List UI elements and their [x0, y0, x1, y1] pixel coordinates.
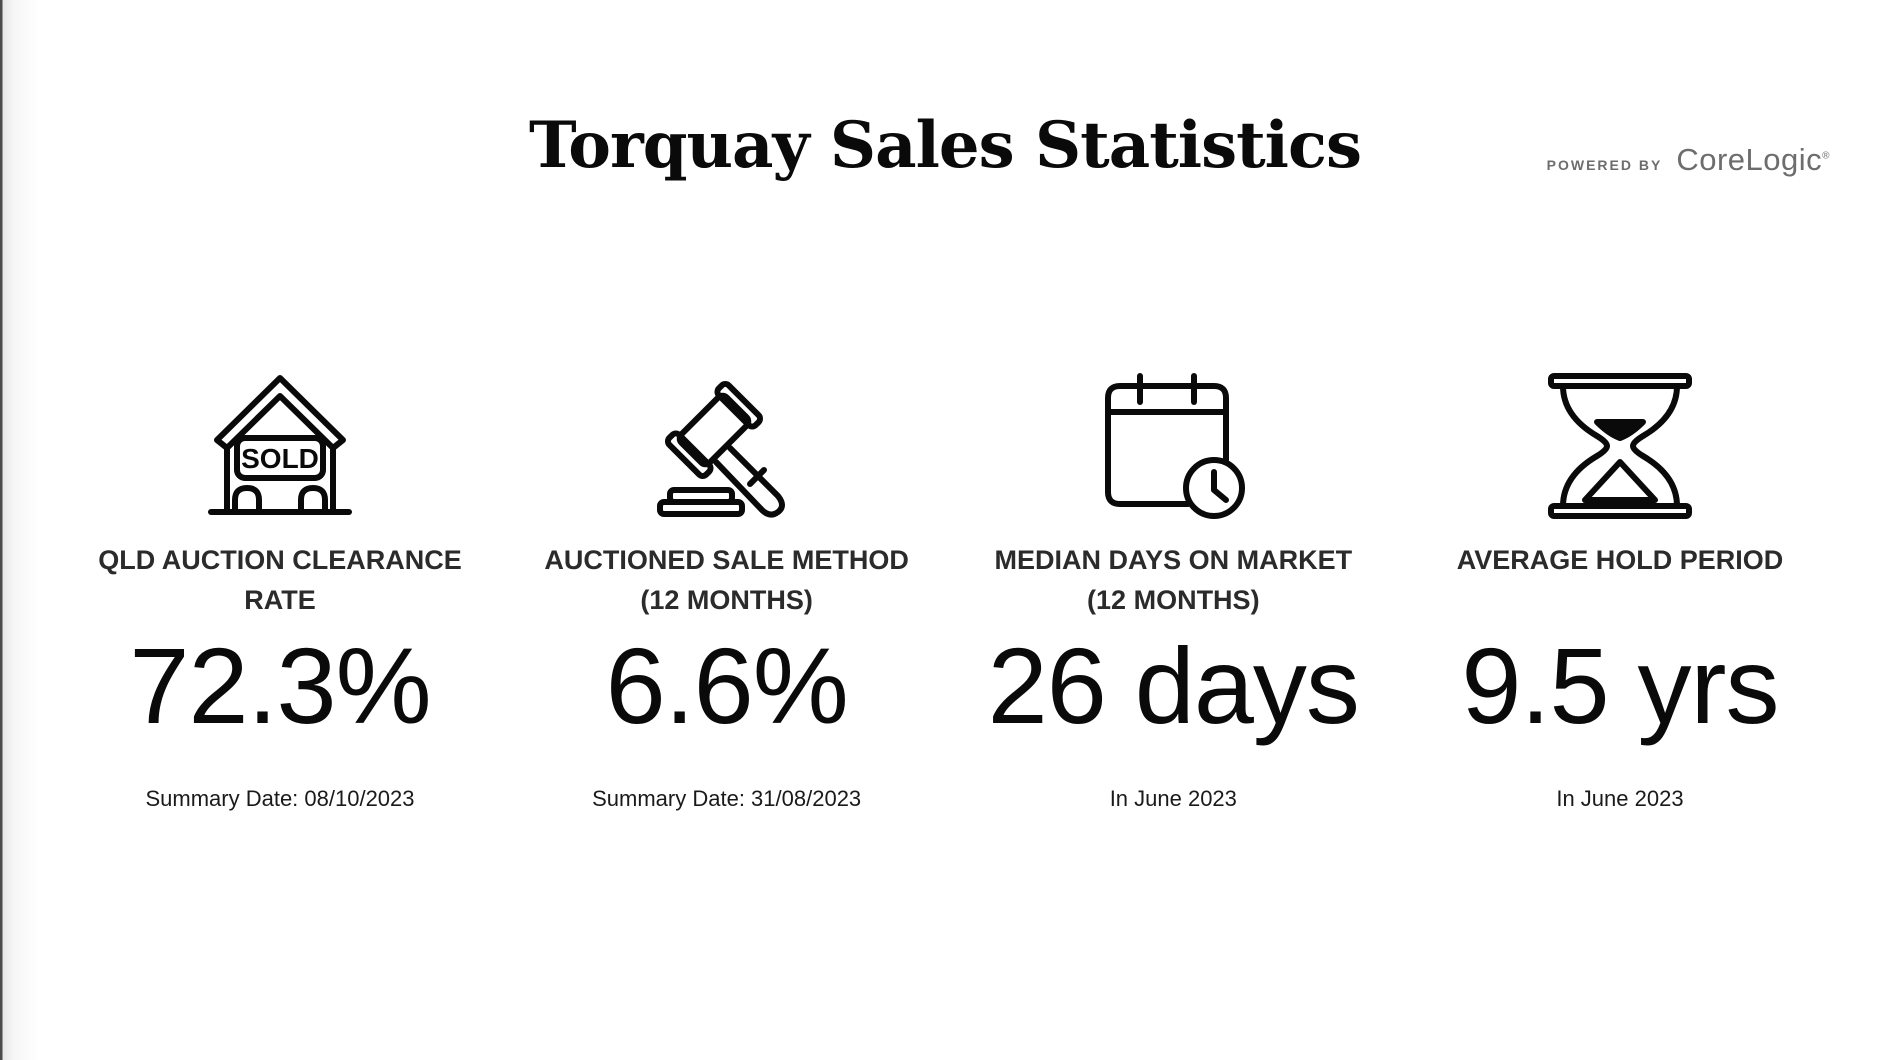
page-title: Torquay Sales Statistics — [529, 108, 1362, 183]
stat-value: 72.3% — [129, 625, 431, 746]
sold-sign-text: SOLD — [241, 443, 319, 474]
powered-by-label: POWERED BY — [1546, 157, 1663, 173]
stat-label-line2: (12 MONTHS) — [640, 585, 813, 615]
sold-house-icon: SOLD — [205, 372, 355, 520]
stat-label-line1: MEDIAN DAYS ON MARKET — [994, 545, 1353, 575]
stat-hold-period: AVERAGE HOLD PERIOD 9.5 yrs In June 2023 — [1400, 372, 1840, 812]
stat-note: In June 2023 — [1109, 786, 1237, 811]
stat-label: QLD AUCTION CLEARANCE RATE — [60, 540, 500, 620]
stat-clearance-rate: SOLD QLD AUCTION CLEARANCE RATE 72.3% Su… — [60, 372, 500, 812]
hourglass-icon — [1545, 372, 1695, 520]
stat-note: Summary Date: 08/10/2023 — [145, 786, 415, 811]
stat-value: 6.6% — [605, 625, 849, 746]
stat-value: 9.5 yrs — [1461, 625, 1779, 746]
stats-row: SOLD QLD AUCTION CLEARANCE RATE 72.3% Su… — [60, 372, 1840, 812]
stat-label: AUCTIONED SALE METHOD (12 MONTHS) — [507, 540, 947, 620]
left-edge-shadow — [0, 0, 40, 1060]
stat-label-line2: (12 MONTHS) — [1087, 585, 1260, 615]
gavel-icon — [652, 372, 802, 520]
stat-label: MEDIAN DAYS ON MARKET (12 MONTHS) — [953, 540, 1393, 620]
stat-value: 26 days — [987, 625, 1360, 746]
corelogic-brand: CoreLogic® — [1676, 142, 1830, 178]
calendar-clock-icon — [1098, 372, 1248, 520]
stat-label-line1: AUCTIONED SALE METHOD — [544, 545, 909, 575]
brand-name: CoreLogic — [1676, 142, 1823, 177]
stat-label: AVERAGE HOLD PERIOD — [1400, 540, 1840, 620]
stat-auction-method: AUCTIONED SALE METHOD (12 MONTHS) 6.6% S… — [507, 372, 947, 812]
stat-label-line1: AVERAGE HOLD PERIOD — [1456, 545, 1784, 575]
brand-mark: ® — [1822, 150, 1830, 162]
stat-note: Summary Date: 31/08/2023 — [592, 786, 862, 811]
stat-note: In June 2023 — [1556, 786, 1684, 811]
stat-label-line1: QLD AUCTION CLEARANCE RATE — [98, 545, 462, 615]
powered-by-logo: POWERED BY CoreLogic® — [1547, 142, 1830, 178]
stat-days-on-market: MEDIAN DAYS ON MARKET (12 MONTHS) 26 day… — [953, 372, 1393, 812]
